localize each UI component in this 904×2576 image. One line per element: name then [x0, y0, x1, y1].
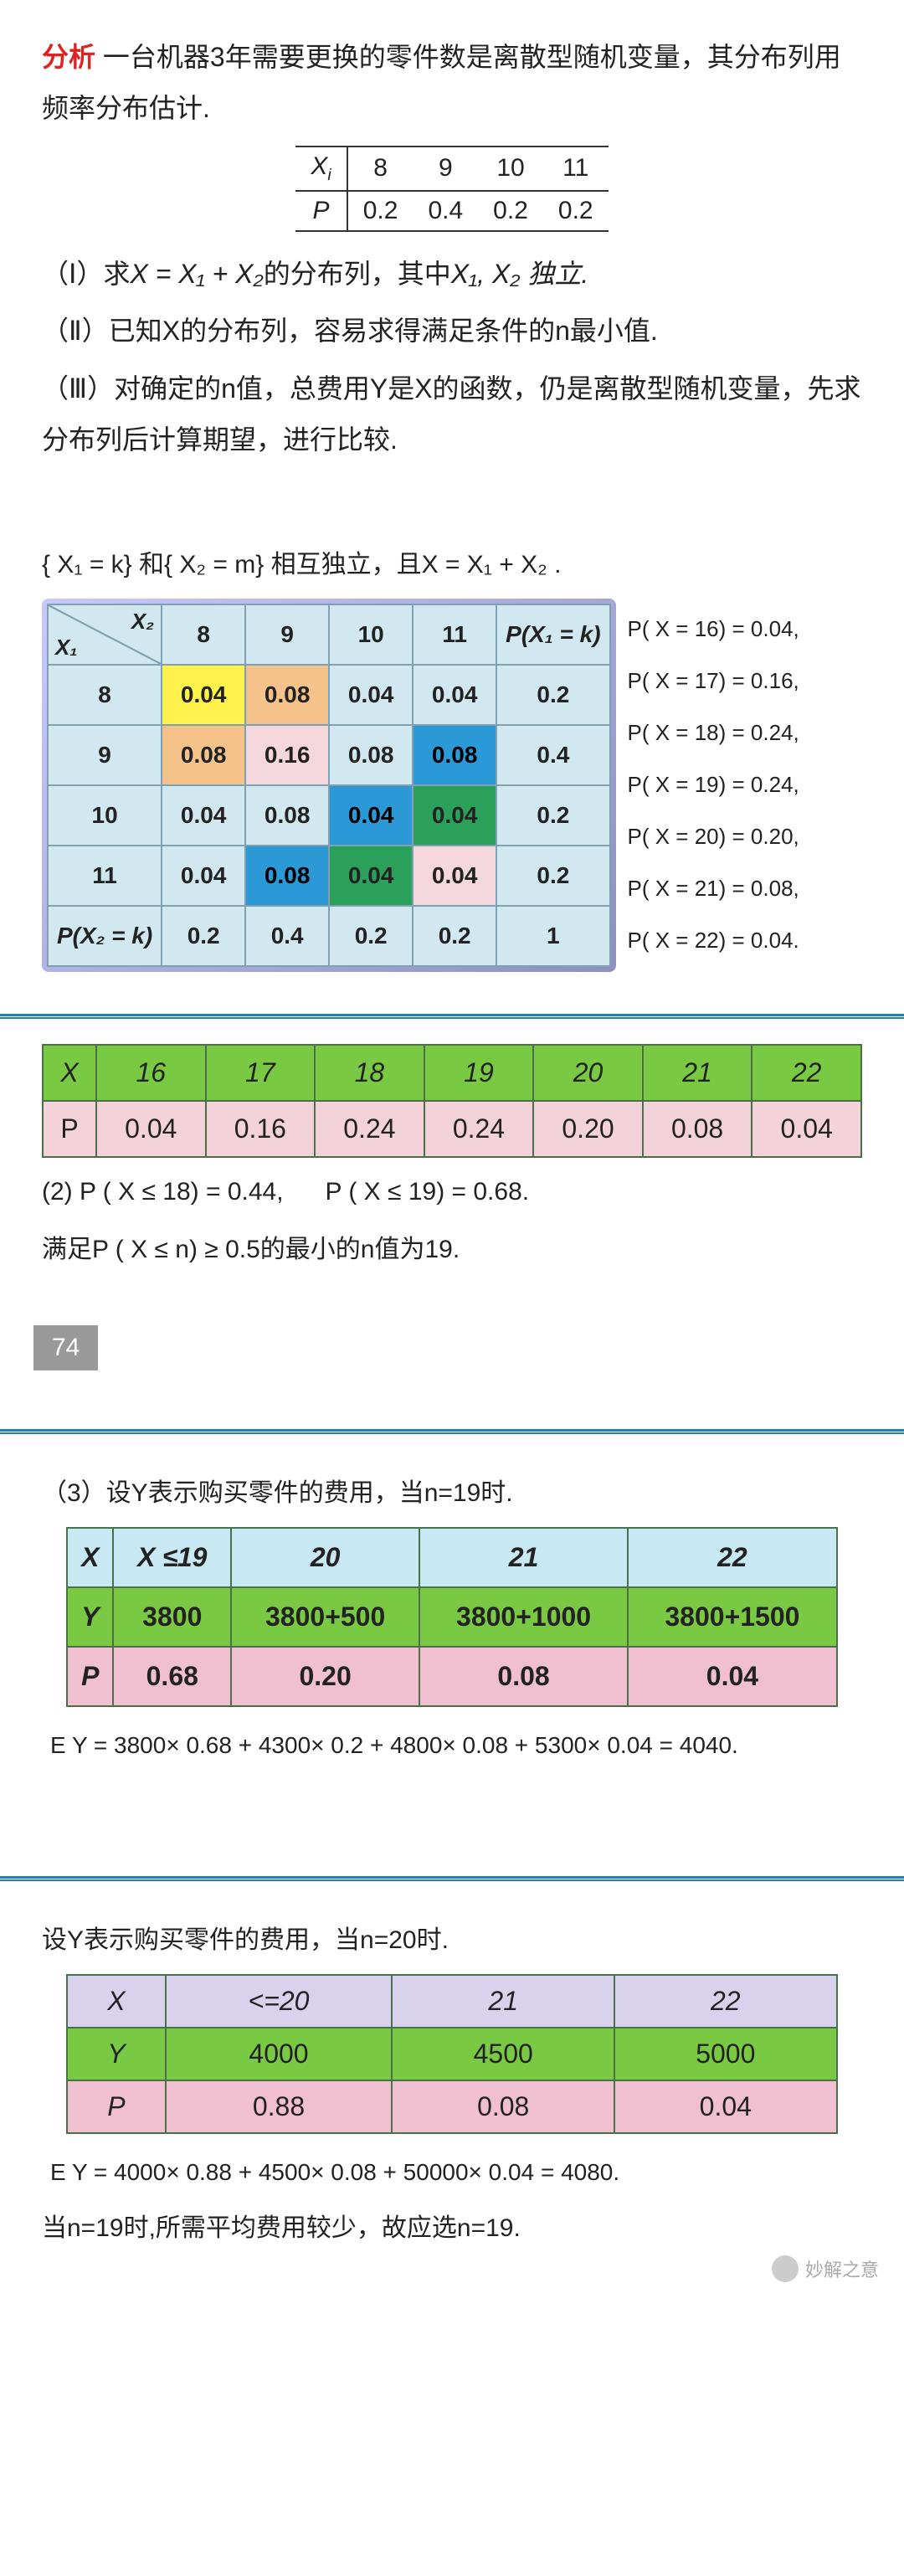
analysis-body: 一台机器3年需要更换的零件数是离散型随机变量，其分布列用频率分布估计. — [42, 42, 841, 123]
joint-table-wrap: X₂ X₁ 8 9 10 11 P(X₁ = k) 80.040.080.040… — [42, 599, 616, 972]
part3-section: （3）设Y表示购买零件的费用，当n=19时. X X ≤19 20 21 22 … — [0, 1434, 904, 1801]
prob-list: P( X = 16) = 0.04, P( X = 17) = 0.16, P( X… — [616, 599, 799, 972]
wechat-icon — [772, 2255, 799, 2282]
part2-line2: 满足P ( X ≤ n) ≥ 0.5的最小的n值为19. — [42, 1226, 862, 1273]
joint-section: { X₁ = k} 和{ X₂ = m} 相互独立，且X = X₁ + X₂ .… — [0, 506, 904, 1005]
joint-table: X₂ X₁ 8 9 10 11 P(X₁ = k) 80.040.080.040… — [47, 604, 611, 967]
prob-item: P( X = 20) = 0.20, — [628, 820, 799, 853]
prob-item: P( X = 21) = 0.08, — [628, 872, 799, 905]
step-i: （Ⅰ）求X = X₁ + X₂的分布列，其中X₁, X₂ 独立. — [42, 249, 862, 300]
page-number-badge: 74 — [0, 1317, 904, 1370]
prob-item: P( X = 18) = 0.24, — [628, 717, 799, 749]
part4-section: 设Y表示购买零件的费用，当n=20时. X <=20 21 22 Y 4000 … — [0, 1881, 904, 2296]
y-table-n20: X <=20 21 22 Y 4000 4500 5000 P 0.88 0.0… — [66, 1974, 837, 2134]
dist-table: X 16 17 18 19 20 21 22 P 0.04 0.16 0.24 … — [42, 1044, 862, 1158]
analysis-label: 分析 — [42, 42, 95, 72]
prob-item: P( X = 16) = 0.04, — [628, 613, 799, 645]
xp-p-header: P — [295, 191, 347, 231]
joint-diag-header: X₂ X₁ — [48, 604, 162, 665]
dist-section: X 16 17 18 19 20 21 22 P 0.04 0.16 0.24 … — [0, 1019, 904, 1317]
part2-line1: (2) P ( X ≤ 18) = 0.44, P ( X ≤ 19) = 0.… — [42, 1168, 862, 1216]
prob-item: P( X = 17) = 0.16, — [628, 665, 799, 697]
xp-x-header: Xi — [295, 147, 347, 191]
part4-title: 设Y表示购买零件的费用，当n=20时. — [42, 1916, 862, 1964]
watermark: 妙解之意 — [772, 2255, 879, 2282]
analysis-text: 分析 一台机器3年需要更换的零件数是离散型随机变量，其分布列用频率分布估计. — [42, 32, 862, 134]
ey-n20: E Y = 4000× 0.88 + 4500× 0.08 + 50000× 0… — [42, 2142, 862, 2194]
y-table-n19: X X ≤19 20 21 22 Y 3800 3800+500 3800+10… — [66, 1527, 837, 1707]
step-iii: （Ⅲ）对确定的n值，总费用Y是X的函数，仍是离散型随机变量，先求分布列后计算期望… — [42, 363, 862, 465]
prob-item: P( X = 19) = 0.24, — [628, 769, 799, 801]
conclusion: 当n=19时,所需平均费用较少，故应选n=19. — [42, 2204, 862, 2252]
step-ii: （Ⅱ）已知X的分布列，容易求得满足条件的n最小值. — [42, 306, 862, 357]
ey-n19: E Y = 3800× 0.68 + 4300× 0.2 + 4800× 0.0… — [42, 1715, 862, 1767]
analysis-section: 分析 一台机器3年需要更换的零件数是离散型随机变量，其分布列用频率分布估计. X… — [0, 0, 904, 506]
xp-small-table: Xi 8 9 10 11 P 0.2 0.4 0.2 0.2 — [295, 146, 608, 232]
prob-item: P( X = 22) = 0.04. — [628, 924, 799, 957]
part3-title: （3）设Y表示购买零件的费用，当n=19时. — [42, 1469, 862, 1517]
joint-intro: { X₁ = k} 和{ X₂ = m} 相互独立，且X = X₁ + X₂ . — [42, 541, 862, 589]
